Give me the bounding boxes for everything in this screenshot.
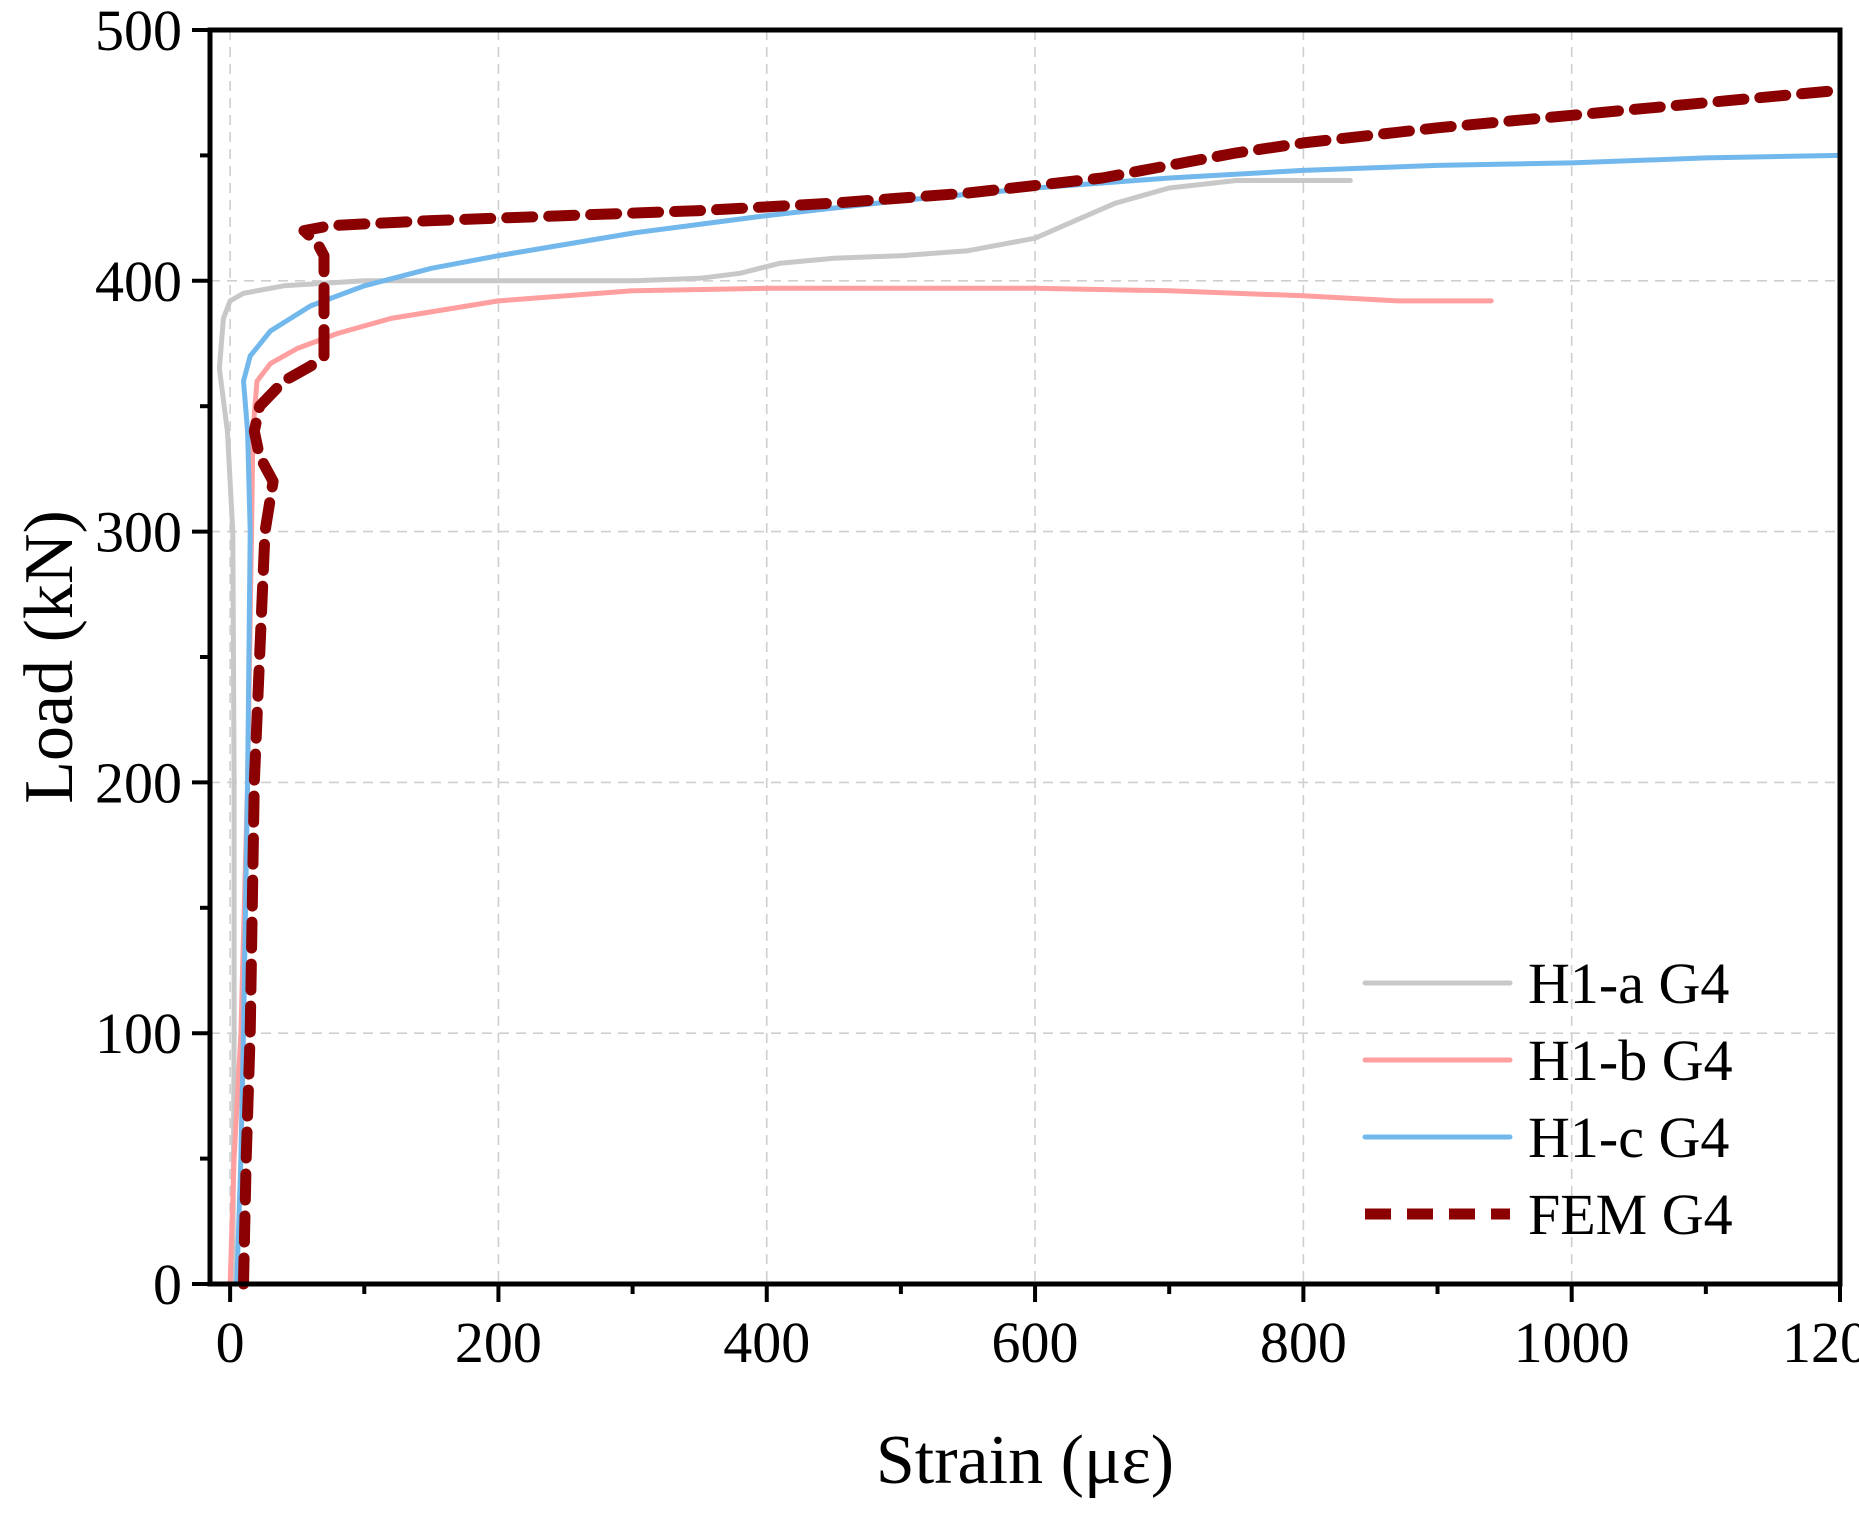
grid xyxy=(210,30,1840,1284)
plot-series xyxy=(216,84,1846,1290)
x-tick-label-800: 800 xyxy=(1260,1310,1347,1375)
y-tick-label-0: 0 xyxy=(153,1252,182,1317)
y-tick-label-400: 400 xyxy=(95,249,182,314)
x-axis-title: Strain (με) xyxy=(876,1422,1174,1499)
x-tick-label-0: 0 xyxy=(216,1310,245,1375)
plot-frame xyxy=(207,27,1843,1287)
series-line-h1-b-g4 xyxy=(227,285,1494,1287)
legend-label-h1-a: H1-a G4 xyxy=(1528,951,1729,1016)
series-line-h1-a-g4 xyxy=(216,178,1353,1287)
y-tick-label-200: 200 xyxy=(95,750,182,815)
x-tick-label-400: 400 xyxy=(723,1310,810,1375)
y-tick-label-500: 500 xyxy=(95,0,182,63)
x-tick-label-600: 600 xyxy=(992,1310,1079,1375)
x-tick-label-200: 200 xyxy=(455,1310,542,1375)
legend: H1-a G4 H1-b G4 H1-c G4 FEM G4 xyxy=(1362,951,1733,1247)
x-tick-label-1000: 1000 xyxy=(1514,1310,1630,1375)
legend-label-h1-b: H1-b G4 xyxy=(1528,1028,1733,1093)
y-tick-label-100: 100 xyxy=(95,1001,182,1066)
legend-label-fem: FEM G4 xyxy=(1528,1182,1733,1247)
y-axis-title: Load (kN) xyxy=(11,510,88,804)
series-line-fem-g4 xyxy=(238,84,1846,1290)
series-line-h1-c-g4 xyxy=(234,152,1843,1287)
y-tick-label-300: 300 xyxy=(95,500,182,565)
legend-label-h1-c: H1-c G4 xyxy=(1528,1105,1729,1170)
axis-ticks xyxy=(192,28,1842,1302)
